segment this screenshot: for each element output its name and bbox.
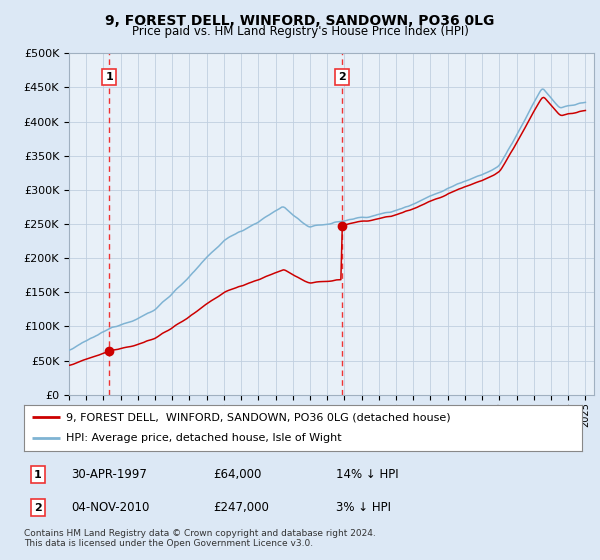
Text: 2: 2 (34, 503, 42, 513)
Text: Contains HM Land Registry data © Crown copyright and database right 2024.
This d: Contains HM Land Registry data © Crown c… (24, 529, 376, 548)
Text: 30-APR-1997: 30-APR-1997 (71, 468, 148, 481)
Text: £247,000: £247,000 (214, 501, 269, 514)
Text: Price paid vs. HM Land Registry's House Price Index (HPI): Price paid vs. HM Land Registry's House … (131, 25, 469, 38)
Text: 9, FOREST DELL,  WINFORD, SANDOWN, PO36 0LG (detached house): 9, FOREST DELL, WINFORD, SANDOWN, PO36 0… (66, 412, 451, 422)
Text: £64,000: £64,000 (214, 468, 262, 481)
Text: 1: 1 (105, 72, 113, 82)
Text: 9, FOREST DELL, WINFORD, SANDOWN, PO36 0LG: 9, FOREST DELL, WINFORD, SANDOWN, PO36 0… (106, 14, 494, 28)
Text: 3% ↓ HPI: 3% ↓ HPI (337, 501, 391, 514)
Text: 2: 2 (338, 72, 346, 82)
Text: 14% ↓ HPI: 14% ↓ HPI (337, 468, 399, 481)
Text: 04-NOV-2010: 04-NOV-2010 (71, 501, 150, 514)
Text: 1: 1 (34, 470, 42, 480)
Text: HPI: Average price, detached house, Isle of Wight: HPI: Average price, detached house, Isle… (66, 433, 341, 444)
